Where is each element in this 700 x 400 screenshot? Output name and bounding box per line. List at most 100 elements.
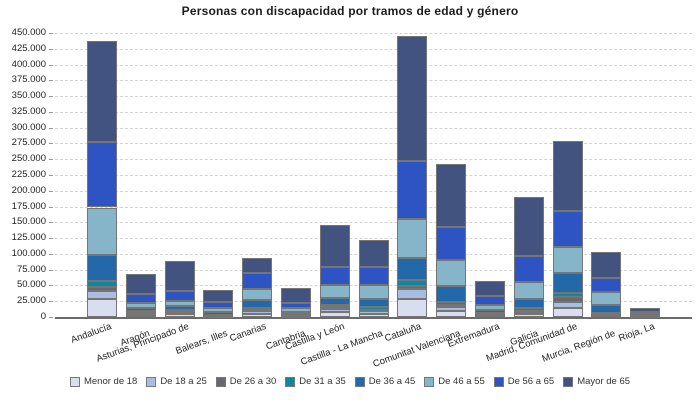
bar-segment [397, 286, 428, 289]
bar-segment [436, 305, 467, 307]
bar-segment [281, 313, 311, 316]
gridline [55, 111, 692, 113]
bar-segment [397, 36, 428, 162]
bar-segment [164, 309, 195, 312]
gridline [55, 159, 692, 161]
bar-segment [125, 294, 156, 303]
bar-segment [358, 299, 389, 308]
legend-item: Menor de 18 [69, 376, 138, 387]
bar-segment [203, 290, 234, 303]
legend-swatch [285, 376, 296, 387]
bar-segment [87, 40, 117, 143]
bar-segment [319, 312, 350, 317]
bar-segment [397, 258, 428, 280]
gridline [55, 190, 692, 192]
bar-segment [87, 287, 117, 292]
bar-segment [591, 312, 622, 315]
bar-segment [87, 142, 117, 208]
bar-segment [475, 312, 505, 315]
legend-swatch [215, 376, 226, 387]
legend-item: De 56 a 65 [493, 376, 555, 387]
bar-segment [552, 302, 583, 308]
legend-label: De 36 a 45 [368, 376, 416, 387]
bar-segment [358, 307, 389, 310]
y-tick-label: 25.000 [16, 295, 46, 307]
bar-segment [591, 278, 622, 293]
bar-segment [203, 314, 234, 317]
bar-segment [281, 308, 311, 312]
y-tick-mark [49, 222, 53, 224]
y-tick-mark [49, 206, 53, 208]
bar-segment [630, 311, 661, 314]
gridline [55, 80, 692, 82]
bar-segment [397, 279, 428, 287]
bar-segment [513, 314, 544, 317]
bar-segment [436, 286, 467, 302]
y-tick-mark [49, 111, 53, 113]
bar-segment [475, 305, 505, 311]
bar-segment [281, 303, 311, 309]
bar-segment [319, 297, 350, 305]
bar-segment [552, 273, 583, 294]
legend-item: De 46 a 55 [424, 376, 485, 387]
x-category-label: Cataluña [383, 321, 424, 345]
legend-item: Mayor de 65 [563, 376, 630, 387]
bar-segment [281, 288, 311, 304]
legend-item: De 36 a 45 [354, 376, 416, 387]
y-tick-label: 275.000 [11, 137, 46, 149]
bar-segment [591, 251, 622, 279]
bar-segment [319, 284, 350, 298]
bar-segment [436, 164, 467, 227]
bar-segment [203, 308, 234, 312]
gridline [55, 238, 692, 240]
bar-segment [164, 311, 195, 314]
y-tick-label: 75.000 [16, 263, 46, 275]
legend-label: De 26 a 30 [229, 376, 277, 387]
y-tick-mark [49, 190, 53, 192]
x-axis-line [55, 317, 692, 319]
bar-segment [436, 260, 467, 287]
bar-segment [397, 288, 428, 299]
x-category-label: Canarias [228, 321, 268, 345]
y-tick-label: 300.000 [11, 121, 46, 133]
legend-label: Menor de 18 [83, 376, 138, 387]
bar-segment [164, 314, 195, 317]
bar-segment [358, 309, 389, 312]
y-tick-mark [49, 96, 53, 98]
bar-segment [319, 308, 350, 313]
bar-segment [513, 256, 544, 282]
bar-segment [552, 140, 583, 211]
gridline [55, 33, 692, 34]
bar-segment [87, 291, 117, 299]
bar-segment [125, 274, 156, 295]
bar-segment [319, 224, 350, 268]
bar-segment [397, 298, 428, 317]
legend-label: De 18 a 25 [160, 376, 207, 387]
bar-segment [242, 273, 273, 289]
y-tick-mark [49, 301, 53, 303]
legend-item: De 18 a 25 [146, 376, 207, 387]
bar-segment [630, 307, 661, 312]
bar-segment [125, 314, 156, 317]
legend-label: De 56 a 65 [507, 376, 555, 387]
legend-label: Mayor de 65 [577, 376, 631, 387]
bar-segment [242, 299, 273, 309]
legend: Menor de 18 De 18 a 25 De 26 a 30 De 31 a 3… [0, 376, 700, 387]
legend-swatch [146, 376, 157, 387]
bar-segment [513, 299, 544, 308]
bar-segment [125, 308, 156, 311]
gridline [55, 64, 692, 66]
bar-segment [630, 313, 661, 316]
legend-swatch [563, 376, 574, 387]
bar-segment [242, 288, 273, 300]
y-tick-mark [49, 33, 53, 34]
y-tick-mark [49, 64, 53, 66]
y-tick-label: 50.000 [16, 279, 46, 291]
gridline [55, 127, 692, 129]
bar-segment [125, 310, 156, 313]
y-tick-mark [49, 269, 53, 271]
bar-segment [513, 310, 544, 313]
legend-swatch [69, 376, 80, 387]
bar-segment [242, 308, 273, 311]
